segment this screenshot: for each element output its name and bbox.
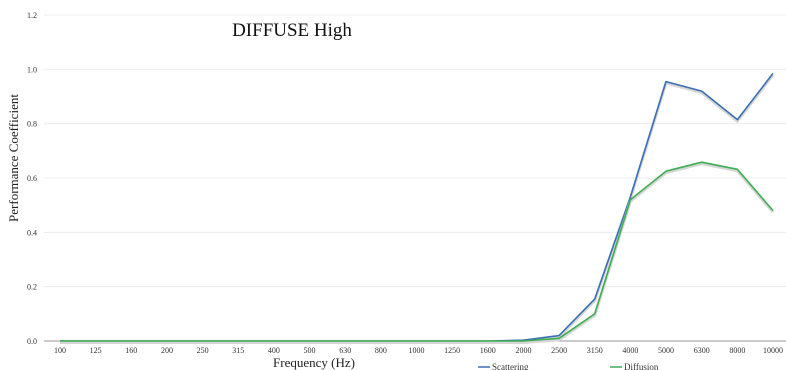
x-tick-label: 6300 bbox=[694, 346, 710, 355]
y-tick-label: 0.8 bbox=[27, 120, 37, 129]
x-tick-label: 2500 bbox=[551, 346, 567, 355]
y-tick-label: 0.2 bbox=[27, 283, 37, 292]
x-tick-label: 1600 bbox=[480, 346, 496, 355]
x-tick-label: 2000 bbox=[515, 346, 531, 355]
series-shadow bbox=[60, 73, 775, 344]
y-axis-title: Performance Coefficient bbox=[6, 94, 21, 222]
x-tick-label: 8000 bbox=[729, 346, 745, 355]
x-tick-label: 1250 bbox=[444, 346, 460, 355]
y-tick-label: 0.0 bbox=[27, 337, 37, 346]
x-tick-label: 160 bbox=[125, 346, 137, 355]
y-tick-label: 0.6 bbox=[27, 174, 37, 183]
x-tick-label: 125 bbox=[90, 346, 102, 355]
x-tick-label: 4000 bbox=[622, 346, 638, 355]
y-tick-label: 0.4 bbox=[27, 228, 37, 237]
legend-label-diffusion: Diffusion bbox=[624, 362, 659, 370]
x-tick-labels: 100 125 160 200 250 315 400 500 630 800 1000 1250 16… bbox=[54, 346, 783, 355]
x-tick-label: 5000 bbox=[658, 346, 674, 355]
y-tick-label: 1.2 bbox=[27, 11, 37, 20]
series-lines bbox=[60, 72, 775, 344]
x-tick-label: 250 bbox=[197, 346, 209, 355]
legend: Scattering Diffusion bbox=[478, 362, 659, 370]
series-line-diffusion bbox=[60, 161, 774, 342]
x-tick-label: 100 bbox=[54, 346, 66, 355]
x-tick-label: 1000 bbox=[409, 346, 425, 355]
chart-title: DIFFUSE High bbox=[232, 20, 352, 41]
x-axis-title: Frequency (Hz) bbox=[273, 355, 355, 370]
legend-label-scattering: Scattering bbox=[492, 362, 529, 370]
x-tick-label: 500 bbox=[304, 346, 316, 355]
x-tick-label: 800 bbox=[375, 346, 387, 355]
gridlines bbox=[44, 14, 786, 288]
x-tick-label: 3150 bbox=[587, 346, 603, 355]
x-tick-label: 200 bbox=[161, 346, 173, 355]
y-tick-labels: 0.0 0.2 0.4 0.6 0.8 1.0 1.2 bbox=[27, 11, 37, 346]
x-tick-label: 10000 bbox=[763, 346, 783, 355]
series-line-scattering bbox=[60, 72, 774, 342]
y-tick-label: 1.0 bbox=[27, 65, 37, 74]
x-tick-label: 630 bbox=[339, 346, 351, 355]
x-tick-label: 400 bbox=[268, 346, 280, 355]
x-tick-label: 315 bbox=[232, 346, 244, 355]
series-shadow bbox=[60, 162, 775, 344]
